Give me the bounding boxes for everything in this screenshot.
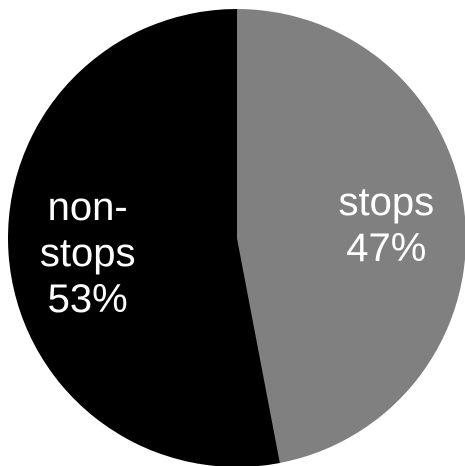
pie-label-line: non- [48, 185, 128, 229]
pie-slice-non-stops [7, 9, 280, 466]
pie-label-line: stops [40, 231, 136, 275]
pie-label-line: 47% [346, 226, 426, 270]
pie-slices [7, 9, 465, 466]
pie-label-non-stops: non-stops 53% [40, 185, 136, 321]
pie-label-line: stops [338, 180, 434, 224]
pie-label-stops: stops 47% [338, 180, 434, 270]
pie-label-line: 53% [48, 277, 128, 321]
pie-labels: stops 47%non-stops 53% [40, 180, 434, 321]
pie-slice-stops [237, 9, 465, 463]
